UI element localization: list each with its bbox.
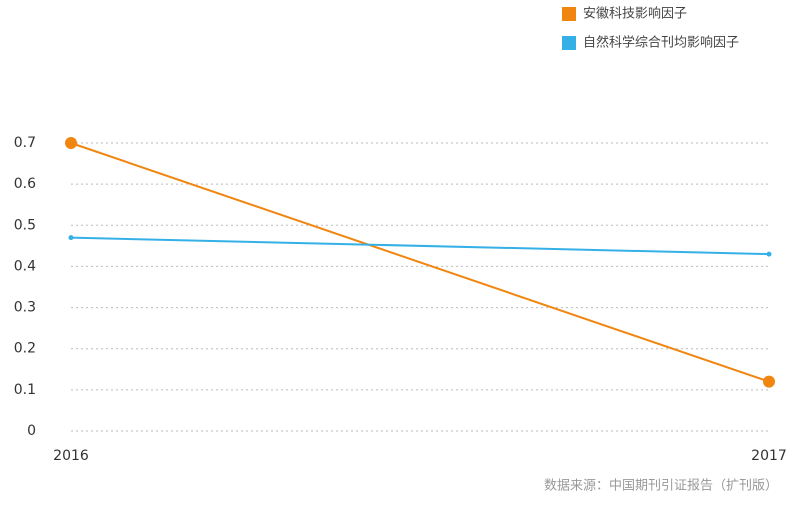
source-note: 数据来源：中国期刊引证报告（扩刊版） xyxy=(544,479,778,494)
series-line xyxy=(70,142,770,383)
data-point xyxy=(763,375,775,388)
x-tick-label: 2016 xyxy=(53,448,89,464)
y-tick-label: 0.7 xyxy=(14,135,36,151)
y-tick-label: 0.2 xyxy=(14,341,36,357)
y-tick-label: 0.1 xyxy=(14,382,36,398)
x-tick-label: 2017 xyxy=(751,448,787,464)
y-tick-label: 0.6 xyxy=(14,176,36,192)
y-tick-label: 0.3 xyxy=(14,300,36,316)
data-point xyxy=(68,235,74,241)
legend-swatch xyxy=(562,36,576,50)
series-line xyxy=(70,236,770,256)
y-tick-label: 0 xyxy=(27,423,36,439)
y-tick-label: 0.5 xyxy=(14,217,36,233)
data-point xyxy=(65,137,77,149)
y-tick-label: 0.4 xyxy=(14,258,36,274)
legend-label: 安徽科技影响因子 xyxy=(583,6,687,22)
legend-swatch xyxy=(562,7,576,21)
data-point xyxy=(766,251,772,257)
legend-label: 自然科学综合刊均影响因子 xyxy=(583,35,739,51)
